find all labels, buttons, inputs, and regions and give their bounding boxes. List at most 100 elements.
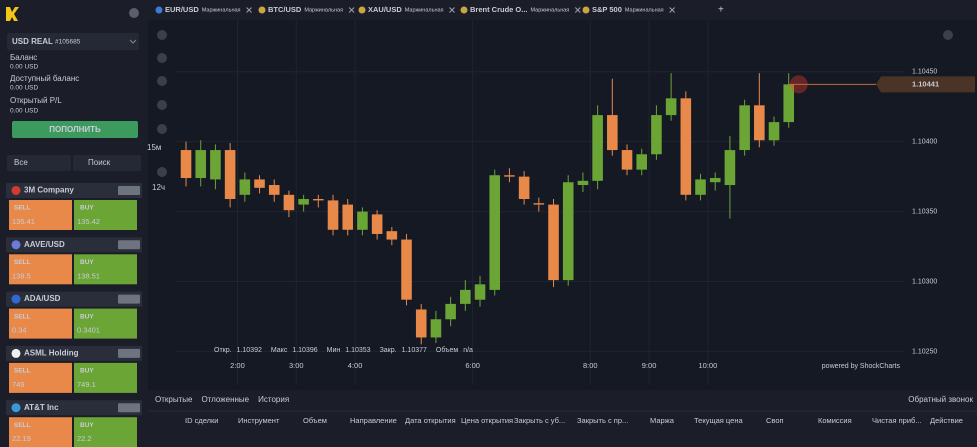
instrument-header[interactable] [6,400,142,416]
instrument-name: ASML Holding [24,349,79,358]
buy-price: 135.42 [77,217,100,226]
candle-body [474,284,486,300]
instrument-actions[interactable] [118,240,140,250]
add-tab[interactable]: + [718,5,724,16]
buy-button[interactable] [74,362,137,393]
column-header[interactable]: Направление [350,416,397,425]
column-header[interactable]: Объем [303,416,327,425]
x-tick-label: 3:00 [289,361,304,370]
tool-icon[interactable] [157,76,167,86]
tool-icon[interactable] [157,167,167,177]
range[interactable]: 12ч [152,183,165,192]
instrument-actions[interactable] [118,348,140,358]
column-header[interactable]: Цена открытия [461,416,513,425]
candle-body [518,176,530,200]
candle-body [254,179,265,188]
candle-body [607,115,618,151]
y-tick-label: 1.10300 [912,278,937,285]
sell-label: SELL [14,313,31,320]
sell-button[interactable] [9,308,72,339]
x-tick-label: 8:00 [583,361,598,370]
buy-label: BUY [80,368,94,375]
column-header[interactable]: ID сделки [185,416,218,425]
tab-symbol[interactable]: Brent Crude O... [470,5,528,14]
tab-close[interactable] [246,7,252,13]
candle-body [401,239,412,300]
instrument-header[interactable] [6,291,142,307]
candle-body [577,180,589,186]
candle-body [592,115,603,181]
deposit-button[interactable] [12,121,138,138]
column-header[interactable]: Инструмент [238,416,280,425]
candle-body [504,175,515,177]
column-header[interactable]: Действие [930,416,963,425]
instrument-icon [11,186,21,195]
column-header[interactable]: Чистая приб... [872,416,922,425]
instrument-header[interactable] [6,345,142,361]
chart-area [148,20,977,390]
tab-kind: Маржинальная [202,7,241,13]
buy-label: BUY [80,422,94,429]
candle-body [210,150,221,180]
tab-symbol[interactable]: BTC/USD [268,5,302,14]
sell-button[interactable] [9,254,72,285]
tab-symbol[interactable]: S&P 500 [592,5,622,14]
tab-symbol[interactable]: EUR/USD [165,5,199,14]
logo[interactable] [6,7,19,21]
sell-label: SELL [14,422,31,429]
instrument-icon [11,240,21,250]
sell-price: 0.34 [12,326,27,335]
tab-close[interactable] [669,7,676,13]
tab-close[interactable] [449,7,455,13]
tab-kind: Маржинальная [304,7,343,13]
pl-label: Открытый P/L [10,96,62,105]
sell-button[interactable] [9,362,72,393]
interval[interactable]: 15м [147,143,161,152]
instrument-header[interactable] [6,237,142,253]
search-box[interactable] [73,155,141,171]
menu-icon[interactable] [943,30,953,40]
tab-symbol[interactable]: XAU/USD [368,5,402,14]
column-header[interactable]: Своп [766,416,784,425]
bottom-tab[interactable]: История [258,395,289,404]
column-header[interactable]: Дата открытия [405,416,456,425]
tool-icon[interactable] [157,124,167,134]
tab-close[interactable] [574,7,581,13]
column-header[interactable]: Закрыть с уб... [514,416,565,425]
tab-close[interactable] [348,7,355,13]
buy-button[interactable] [74,254,137,285]
instrument-actions[interactable] [118,403,140,413]
instrument-name: ADA/USD [24,294,61,303]
candle-body [327,200,339,230]
sell-button[interactable] [9,417,72,447]
callback[interactable]: Обратный звонок [908,395,973,404]
account-select[interactable] [7,33,139,50]
bottom-tab[interactable]: Открытые [155,395,193,404]
instrument-actions[interactable] [118,186,140,195]
instrument-icon [11,294,21,304]
y-tick-label: 1.10400 [912,139,937,146]
deposit-label: ПОПОЛНИТЬ [49,125,101,134]
sell-label: SELL [14,259,31,266]
filter-select[interactable] [7,155,71,171]
tool-icon[interactable] [157,100,167,110]
column-header[interactable]: Текущая цена [694,416,743,425]
column-header[interactable]: Комиссия [818,416,852,425]
buy-button[interactable] [74,308,137,339]
candle-body [621,150,633,170]
bottom-tab[interactable]: Отложенные [201,395,249,404]
account-id: #105685 [55,39,81,46]
column-header[interactable]: Закрыть с пр... [577,416,628,425]
avatar[interactable] [129,8,139,18]
sell-button[interactable] [9,200,72,230]
instrument-header[interactable] [6,183,142,198]
candle-body [415,309,427,338]
tool-icon[interactable] [157,30,167,40]
column-header[interactable]: Маржа [650,416,675,425]
tool-icon[interactable] [157,53,167,63]
buy-button[interactable] [74,417,137,447]
buy-button[interactable] [74,200,137,230]
instrument-actions[interactable] [118,294,140,304]
instrument-name: AAVE/USD [24,240,65,249]
